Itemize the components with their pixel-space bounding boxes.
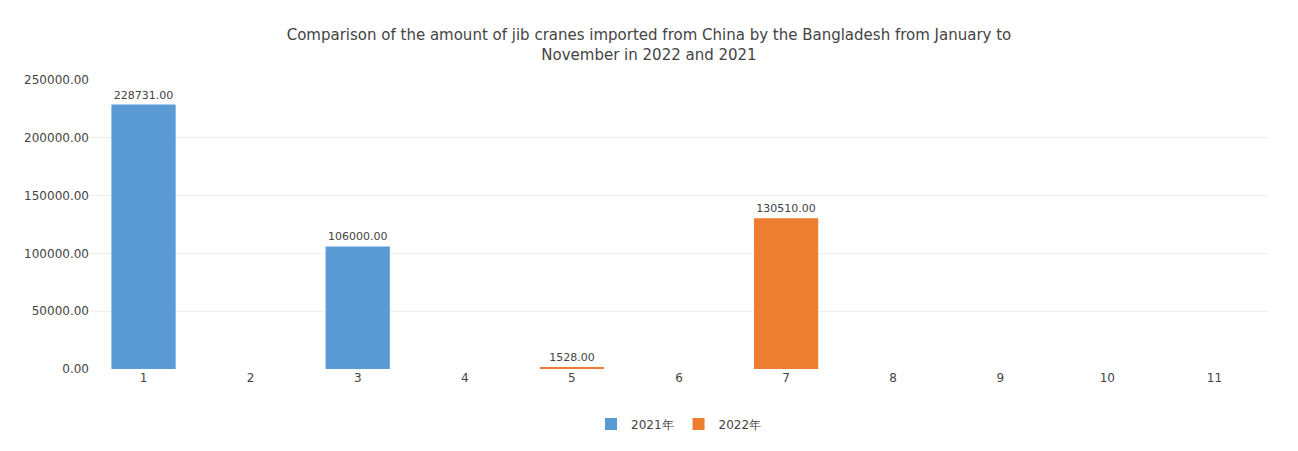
svg-text:250000.00: 250000.00 xyxy=(24,73,89,87)
svg-text:Comparison of the amount of ji: Comparison of the amount of jib cranes i… xyxy=(287,26,1012,64)
svg-text:4: 4 xyxy=(461,371,469,385)
svg-text:2: 2 xyxy=(247,371,255,385)
svg-text:200000.00: 200000.00 xyxy=(24,131,89,145)
svg-text:50000.00: 50000.00 xyxy=(32,304,89,318)
svg-text:130510.00: 130510.00 xyxy=(756,202,816,215)
svg-text:106000.00: 106000.00 xyxy=(328,230,388,243)
svg-text:8: 8 xyxy=(889,371,897,385)
svg-text:2022年: 2022年 xyxy=(719,418,762,432)
svg-text:9: 9 xyxy=(996,371,1004,385)
svg-text:5: 5 xyxy=(568,371,576,385)
svg-text:11: 11 xyxy=(1207,371,1222,385)
svg-text:228731.00: 228731.00 xyxy=(114,89,174,102)
svg-text:150000.00: 150000.00 xyxy=(24,189,89,203)
svg-text:100000.00: 100000.00 xyxy=(24,247,89,261)
svg-text:1528.00: 1528.00 xyxy=(549,351,595,364)
svg-text:0.00: 0.00 xyxy=(62,362,89,376)
svg-text:3: 3 xyxy=(354,371,362,385)
svg-text:7: 7 xyxy=(782,371,790,385)
svg-text:1: 1 xyxy=(140,371,148,385)
svg-text:6: 6 xyxy=(675,371,683,385)
svg-text:2021年: 2021年 xyxy=(631,418,674,432)
svg-text:10: 10 xyxy=(1100,371,1115,385)
